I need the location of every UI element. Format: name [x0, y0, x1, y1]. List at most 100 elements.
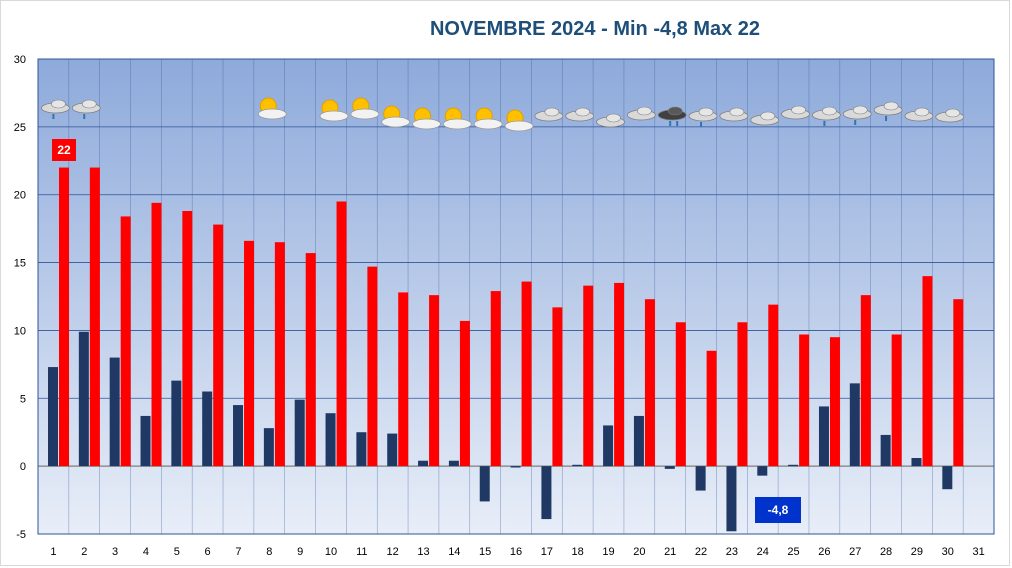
min-temp-bar [664, 466, 675, 469]
x-tick-label: 29 [911, 546, 923, 558]
max-temp-bar [614, 282, 625, 467]
sun-cloud-icon [350, 97, 380, 120]
x-tick-label: 20 [633, 546, 645, 558]
max-temp-bar [490, 291, 501, 467]
cloud-puff [791, 105, 806, 115]
min-temp-bar [942, 466, 953, 490]
cloud-puff [914, 107, 930, 117]
max-temp-bar [459, 320, 470, 467]
min-temp-bar [479, 466, 490, 502]
y-tick-label: 15 [14, 258, 26, 270]
min-temp-bar [418, 460, 429, 467]
min-temp-bar [109, 357, 120, 467]
min-temp-bar [510, 466, 521, 468]
cloud-icon [596, 113, 625, 128]
max-temp-bar [891, 334, 902, 467]
cloud-shape [473, 118, 503, 130]
cloud-puff [945, 108, 961, 118]
max-temp-bar [398, 292, 409, 467]
max-temp-bar [860, 295, 871, 467]
x-tick-label: 28 [880, 546, 892, 558]
y-tick-label: 30 [14, 54, 26, 66]
sun-cloud-icon [381, 105, 411, 128]
plot-border [37, 58, 995, 535]
min-temp-bar [603, 425, 614, 467]
x-tick-label: 9 [297, 546, 303, 558]
y-tick-label: -5 [16, 529, 26, 541]
cloud-puff [822, 106, 837, 116]
cloud-puff [51, 99, 66, 109]
min-temp-bar [818, 406, 829, 467]
min-temp-bar [202, 391, 213, 467]
cloud-icon [719, 107, 749, 122]
max-temp-bar [244, 240, 255, 467]
min-temp-bar [48, 367, 58, 467]
min-temp-bar [788, 464, 799, 467]
max-temp-bar [89, 167, 100, 467]
sun-cloud-icon [442, 107, 472, 130]
annotation-box [755, 497, 801, 523]
cloud-icon [626, 106, 656, 121]
x-tick-label: 24 [757, 546, 769, 558]
cloud-shape [504, 120, 534, 132]
y-tick-label: 0 [20, 461, 26, 473]
cloud-shape [412, 118, 441, 130]
cloud-puff [883, 101, 899, 111]
cloud-shape [319, 110, 349, 122]
x-tick-label: 15 [479, 546, 491, 558]
max-temp-bar [829, 337, 840, 467]
min-temp-bar [726, 466, 737, 532]
min-temp-bar [880, 434, 891, 467]
cloud-icon [904, 107, 934, 122]
x-tick-label: 2 [81, 546, 87, 558]
cloud-icon [750, 111, 780, 126]
min-temp-bar [757, 466, 768, 476]
weather-icons [41, 97, 965, 132]
min-temp-bar [695, 466, 706, 491]
max-temp-bar [429, 295, 440, 467]
cloud-puff [667, 106, 683, 116]
cloud-shape [257, 108, 287, 120]
max-temp-bar [768, 304, 779, 467]
cloud-puff [637, 106, 652, 116]
y-tick-label: 20 [14, 190, 26, 202]
sun-cloud-icon [319, 99, 349, 122]
max-temp-bar [799, 334, 810, 467]
x-tick-label: 31 [972, 546, 984, 558]
x-tick-label: 4 [143, 546, 149, 558]
cloud-icon [534, 107, 564, 122]
x-tick-label: 19 [602, 546, 614, 558]
min-temp-bar [849, 383, 860, 467]
cloud-puff [575, 107, 590, 117]
min-temp-bar [140, 415, 151, 467]
max-temp-bar [59, 167, 69, 467]
x-tick-label: 30 [942, 546, 954, 558]
cloud-rain-icon [71, 99, 101, 119]
max-temp-bar [182, 211, 193, 467]
bars [48, 167, 964, 532]
sun-cloud-icon [504, 109, 534, 132]
min-temp-bar [294, 399, 305, 467]
cloud-shape [381, 116, 411, 128]
cloud-rain-icon [688, 107, 718, 127]
annotation-box [52, 139, 76, 161]
max-temp-bar [274, 242, 285, 467]
x-tick-label: 22 [695, 546, 707, 558]
cloud-puff [729, 107, 745, 117]
cloud-icon [935, 108, 965, 123]
x-tick-label: 11 [356, 546, 367, 558]
max-temp-bar [336, 201, 347, 467]
cloud-rain-icon [811, 106, 841, 126]
y-tick-label: 10 [14, 325, 26, 337]
chart-title: NOVEMBRE 2024 - Min -4,8 Max 22 [429, 18, 761, 40]
x-tick-label: 21 [664, 546, 676, 558]
cloud-shape [442, 118, 472, 130]
min-temp-bar [356, 432, 367, 467]
cloud-puff [606, 113, 621, 123]
x-tick-label: 7 [235, 546, 241, 558]
x-tick-label: 12 [387, 546, 399, 558]
max-temp-bar [675, 322, 686, 467]
y-tick-label: 25 [14, 122, 26, 134]
